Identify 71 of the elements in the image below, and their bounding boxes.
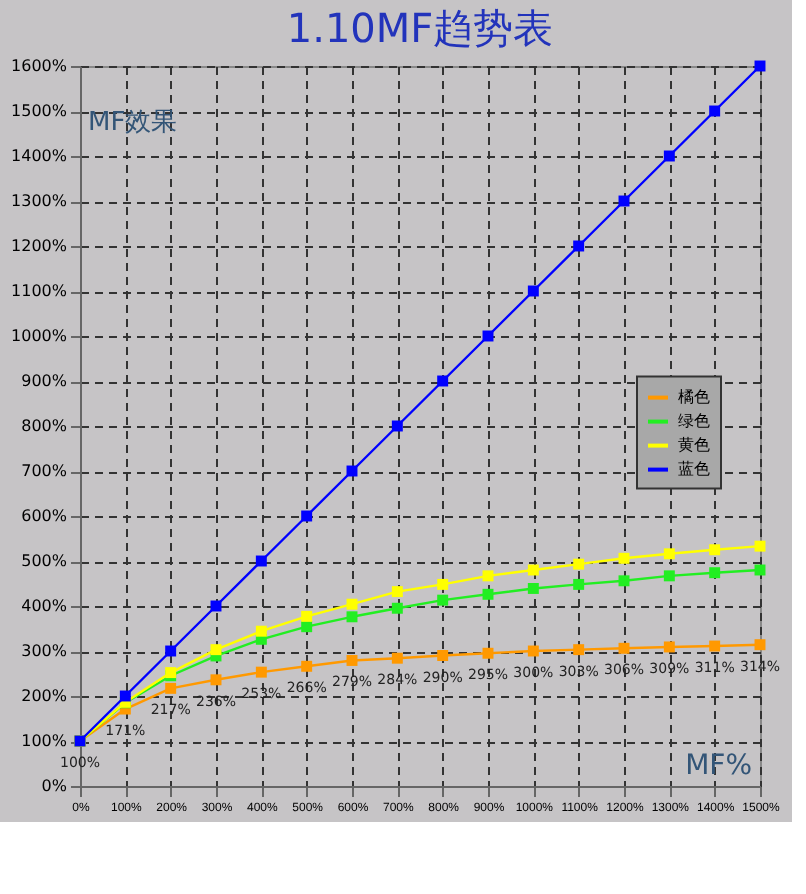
point: [346, 611, 358, 623]
point: [709, 567, 721, 579]
y-tick-label: 600%: [21, 507, 68, 525]
point: [709, 105, 721, 117]
y-tick-label: 700%: [21, 462, 68, 480]
y-tick-label: 500%: [21, 552, 68, 570]
point: [482, 588, 494, 600]
point: [663, 150, 675, 162]
point: [391, 586, 403, 598]
point: [391, 420, 403, 432]
point: [527, 645, 539, 657]
point: [437, 375, 449, 387]
point: [437, 650, 449, 661]
point: [437, 594, 449, 606]
y-tick-label: 1600%: [11, 57, 68, 75]
point: [301, 610, 313, 622]
point: [255, 666, 267, 678]
point: [301, 621, 313, 633]
point: [210, 674, 222, 686]
point: [437, 578, 449, 590]
legend-label: 橘色: [678, 387, 710, 406]
y-tick-label: 1500%: [11, 102, 68, 120]
point: [573, 558, 585, 570]
y-tick-label: 100%: [21, 732, 68, 750]
y-axis-title: MF效果: [88, 108, 178, 138]
point: [346, 654, 358, 666]
point: [255, 625, 267, 637]
point: [527, 285, 539, 297]
y-tick-label: 300%: [21, 642, 68, 660]
point: [255, 555, 267, 567]
legend-label: 蓝色: [678, 459, 710, 478]
point: [165, 682, 177, 694]
y-tick-label: 1100%: [11, 282, 68, 300]
y-tick-label: 200%: [21, 687, 68, 705]
point: [391, 652, 403, 664]
chart-title: 1.10MF趋势表: [286, 4, 554, 52]
point: [301, 660, 313, 672]
point: [754, 639, 766, 651]
point: [663, 641, 675, 653]
point: [346, 598, 358, 610]
x-axis-title: MF%: [685, 750, 752, 782]
point: [210, 644, 222, 656]
point: [482, 647, 494, 659]
point: [663, 548, 675, 560]
point: [165, 645, 177, 657]
y-tick-label: 1400%: [11, 147, 68, 165]
point: [573, 240, 585, 252]
y-tick-label: 900%: [21, 372, 68, 390]
y-tick-label: 0%: [41, 777, 68, 795]
y-tick-label: 1300%: [11, 192, 68, 210]
point: [663, 570, 675, 582]
point: [709, 544, 721, 556]
point: [618, 575, 630, 587]
legend-label: 绿色: [678, 411, 710, 430]
point: [618, 552, 630, 564]
legend-label: 黄色: [678, 435, 710, 454]
point: [482, 570, 494, 582]
y-tick-label: 1000%: [11, 327, 68, 345]
point: [391, 602, 403, 614]
point: [618, 642, 630, 654]
y-tick-label: 800%: [21, 417, 68, 435]
point: [573, 644, 585, 656]
point: [527, 564, 539, 576]
y-tick-label: 400%: [21, 597, 68, 615]
point: [754, 540, 766, 552]
y-tick-label: 1200%: [11, 237, 68, 255]
point: [119, 690, 131, 702]
point: [573, 578, 585, 590]
point: [527, 582, 539, 594]
point: [709, 640, 721, 652]
point: [301, 510, 313, 522]
